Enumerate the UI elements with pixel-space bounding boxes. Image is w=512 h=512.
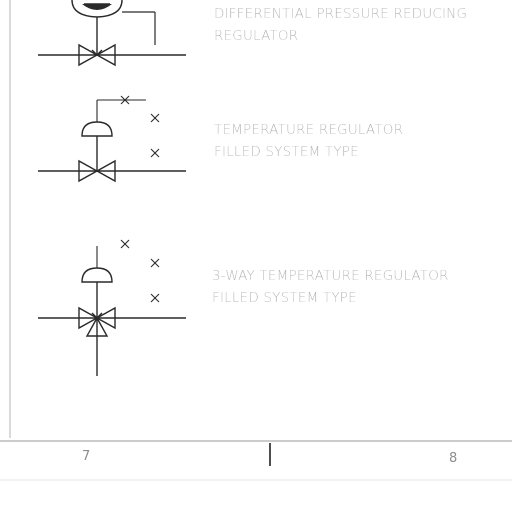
symbol-1-label-line2: REGULATOR [214,28,299,44]
three-way-temperature-regulator-symbol [38,239,186,376]
symbol-3-label-line2: FILLED SYSTEM TYPE [212,290,357,306]
symbol-2-label-line2: FILLED SYSTEM TYPE [214,144,359,160]
symbol-1-label: DIFFERENTIAL PRESSURE REDUCING REGULATOR [214,3,467,47]
right-page-number: 8 [449,451,458,466]
differential-pressure-reducing-regulator-symbol [38,0,186,67]
symbol-3-label-line1: 3-WAY TEMPERATURE REGULATOR [212,268,449,284]
left-page-number: 7 [82,449,91,464]
symbol-1-label-line1: DIFFERENTIAL PRESSURE REDUCING [214,6,468,22]
symbol-2-label-line1: TEMPERATURE REGULATOR [214,122,404,138]
symbol-3-label: 3-WAY TEMPERATURE REGULATOR FILLED SYSTE… [212,265,449,309]
temperature-regulator-symbol [38,95,186,183]
symbol-2-label: TEMPERATURE REGULATOR FILLED SYSTEM TYPE [214,119,403,163]
